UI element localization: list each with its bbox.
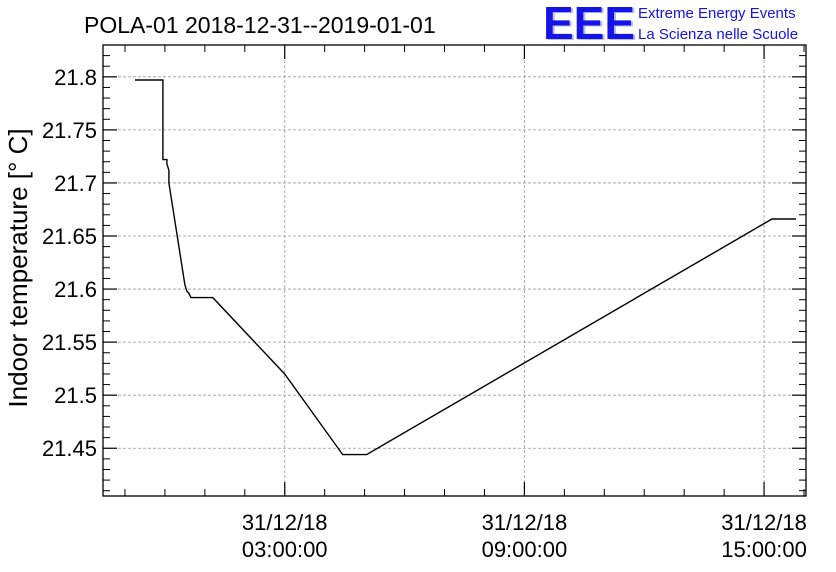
- y-tick-label: 21.75: [42, 118, 97, 143]
- chart-title: POLA-01 2018-12-31--2019-01-01: [84, 12, 436, 38]
- eee-logo-line2: La Scienza nelle Scuole: [638, 26, 798, 43]
- x-tick-date-label: 31/12/18: [482, 510, 568, 535]
- grid-lines: [103, 45, 806, 496]
- x-tick-labels: 31/12/1803:00:0031/12/1809:00:0031/12/18…: [242, 510, 807, 562]
- x-tick-date-label: 31/12/18: [721, 510, 807, 535]
- eee-logo-letters: EEE: [545, 2, 637, 44]
- y-tick-label: 21.55: [42, 330, 97, 355]
- eee-logo-mark: EEE EEE Extreme Energy Events La Scienza…: [543, 0, 798, 50]
- y-tick-label: 21.5: [54, 383, 97, 408]
- x-tick-time-label: 03:00:00: [242, 537, 328, 562]
- eee-logo: EEE EEE Extreme Energy Events La Scienza…: [543, 0, 833, 50]
- x-tick-time-label: 09:00:00: [482, 537, 568, 562]
- x-tick-time-label: 15:00:00: [721, 537, 807, 562]
- eee-logo-letters-front: EEE: [543, 2, 635, 44]
- eee-logo-line1: Extreme Energy Events: [638, 5, 796, 22]
- y-tick-label: 21.6: [54, 277, 97, 302]
- y-tick-label: 21.65: [42, 224, 97, 249]
- x-tick-date-label: 31/12/18: [242, 510, 328, 535]
- y-axis-label: Indoor temperature [° C]: [3, 128, 33, 407]
- y-tick-labels: 21.45 21.5 21.55 21.6 21.65 21.7 21.75 21.8: [42, 65, 97, 461]
- y-tick-label: 21.8: [54, 65, 97, 90]
- y-tick-label: 21.7: [54, 171, 97, 196]
- y-tick-label: 21.45: [42, 436, 97, 461]
- temperature-series-line: [135, 79, 796, 456]
- plot-frame: [102, 44, 807, 497]
- axis-ticks: [103, 45, 806, 496]
